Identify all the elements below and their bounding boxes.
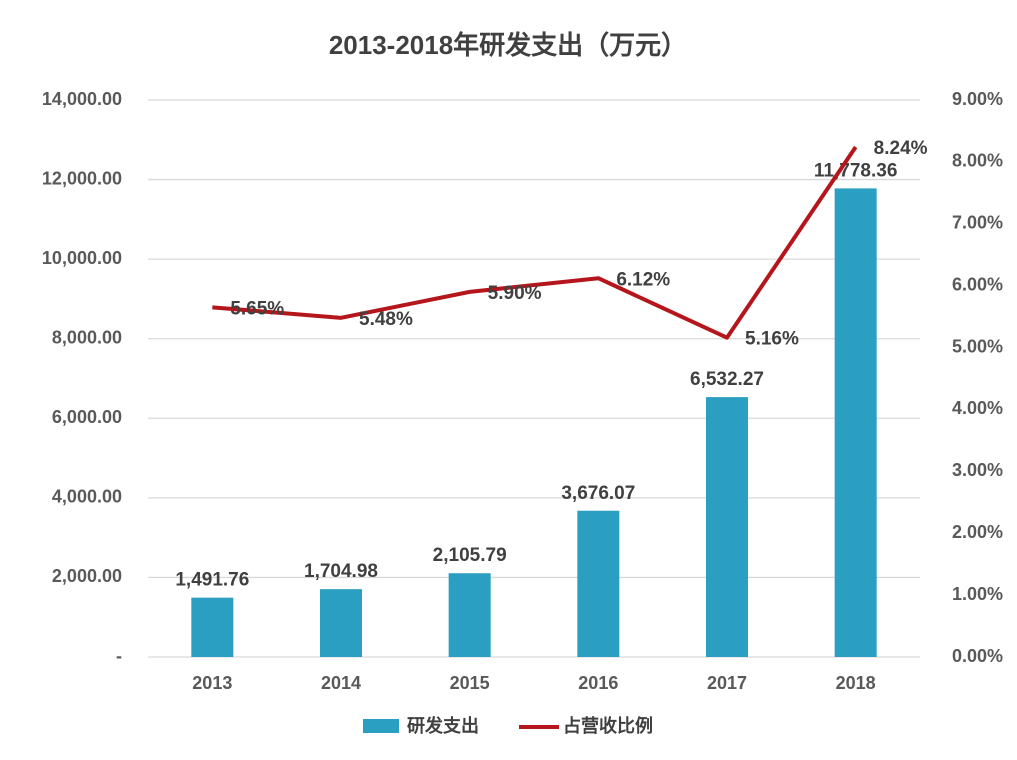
- x-tick-label: 2017: [707, 673, 747, 693]
- line-value-label: 5.16%: [745, 329, 799, 350]
- legend-label: 占营收比例: [563, 715, 653, 736]
- y-tick-label: 8,000.00: [52, 327, 122, 347]
- y2-tick-label: 2.00%: [952, 522, 1003, 542]
- y-tick-label: -: [116, 646, 122, 666]
- y-tick-label: 12,000.00: [42, 168, 122, 188]
- bar-value-label: 1,491.76: [175, 570, 249, 591]
- legend-swatch: [363, 719, 399, 733]
- y2-tick-label: 0.00%: [952, 646, 1003, 666]
- line-value-label: 5.65%: [230, 298, 284, 319]
- bar: [577, 510, 620, 657]
- legend-label: 研发支出: [407, 715, 479, 736]
- bar: [191, 597, 234, 657]
- x-tick-label: 2016: [578, 673, 618, 693]
- y2-tick-label: 8.00%: [952, 151, 1003, 171]
- bar: [706, 397, 748, 657]
- line-value-label: 8.24%: [874, 138, 928, 159]
- bar: [320, 589, 362, 657]
- line-value-label: 5.90%: [488, 283, 542, 304]
- y2-tick-label: 3.00%: [952, 460, 1003, 480]
- bar: [448, 573, 491, 657]
- y-tick-label: 14,000.00: [42, 89, 122, 109]
- line-value-label: 6.12%: [616, 269, 670, 290]
- bar-value-label: 6,532.27: [690, 369, 764, 390]
- x-tick-label: 2014: [321, 673, 361, 693]
- bar-value-label: 2,105.79: [433, 545, 507, 566]
- line-value-label: 5.48%: [359, 309, 413, 330]
- y2-tick-label: 1.00%: [952, 584, 1003, 604]
- chart-title: 2013-2018年研发支出（万元）: [329, 30, 687, 60]
- bar-value-label: 3,676.07: [561, 483, 635, 504]
- x-tick-label: 2015: [450, 673, 490, 693]
- x-tick-label: 2013: [192, 673, 232, 693]
- y2-tick-label: 7.00%: [952, 213, 1003, 233]
- y-tick-label: 10,000.00: [42, 248, 122, 268]
- bar: [834, 188, 877, 658]
- x-tick-label: 2018: [836, 673, 876, 693]
- y2-tick-label: 6.00%: [952, 274, 1003, 294]
- bar-value-label: 11,778.36: [814, 160, 897, 181]
- line: [212, 145, 858, 340]
- y-tick-label: 2,000.00: [52, 566, 122, 586]
- y2-tick-label: 5.00%: [952, 336, 1003, 356]
- y-tick-label: 6,000.00: [52, 407, 122, 427]
- y-tick-label: 4,000.00: [52, 487, 122, 507]
- y2-tick-label: 4.00%: [952, 398, 1003, 418]
- bar-value-label: 1,704.98: [304, 561, 378, 582]
- y2-tick-label: 9.00%: [952, 89, 1003, 109]
